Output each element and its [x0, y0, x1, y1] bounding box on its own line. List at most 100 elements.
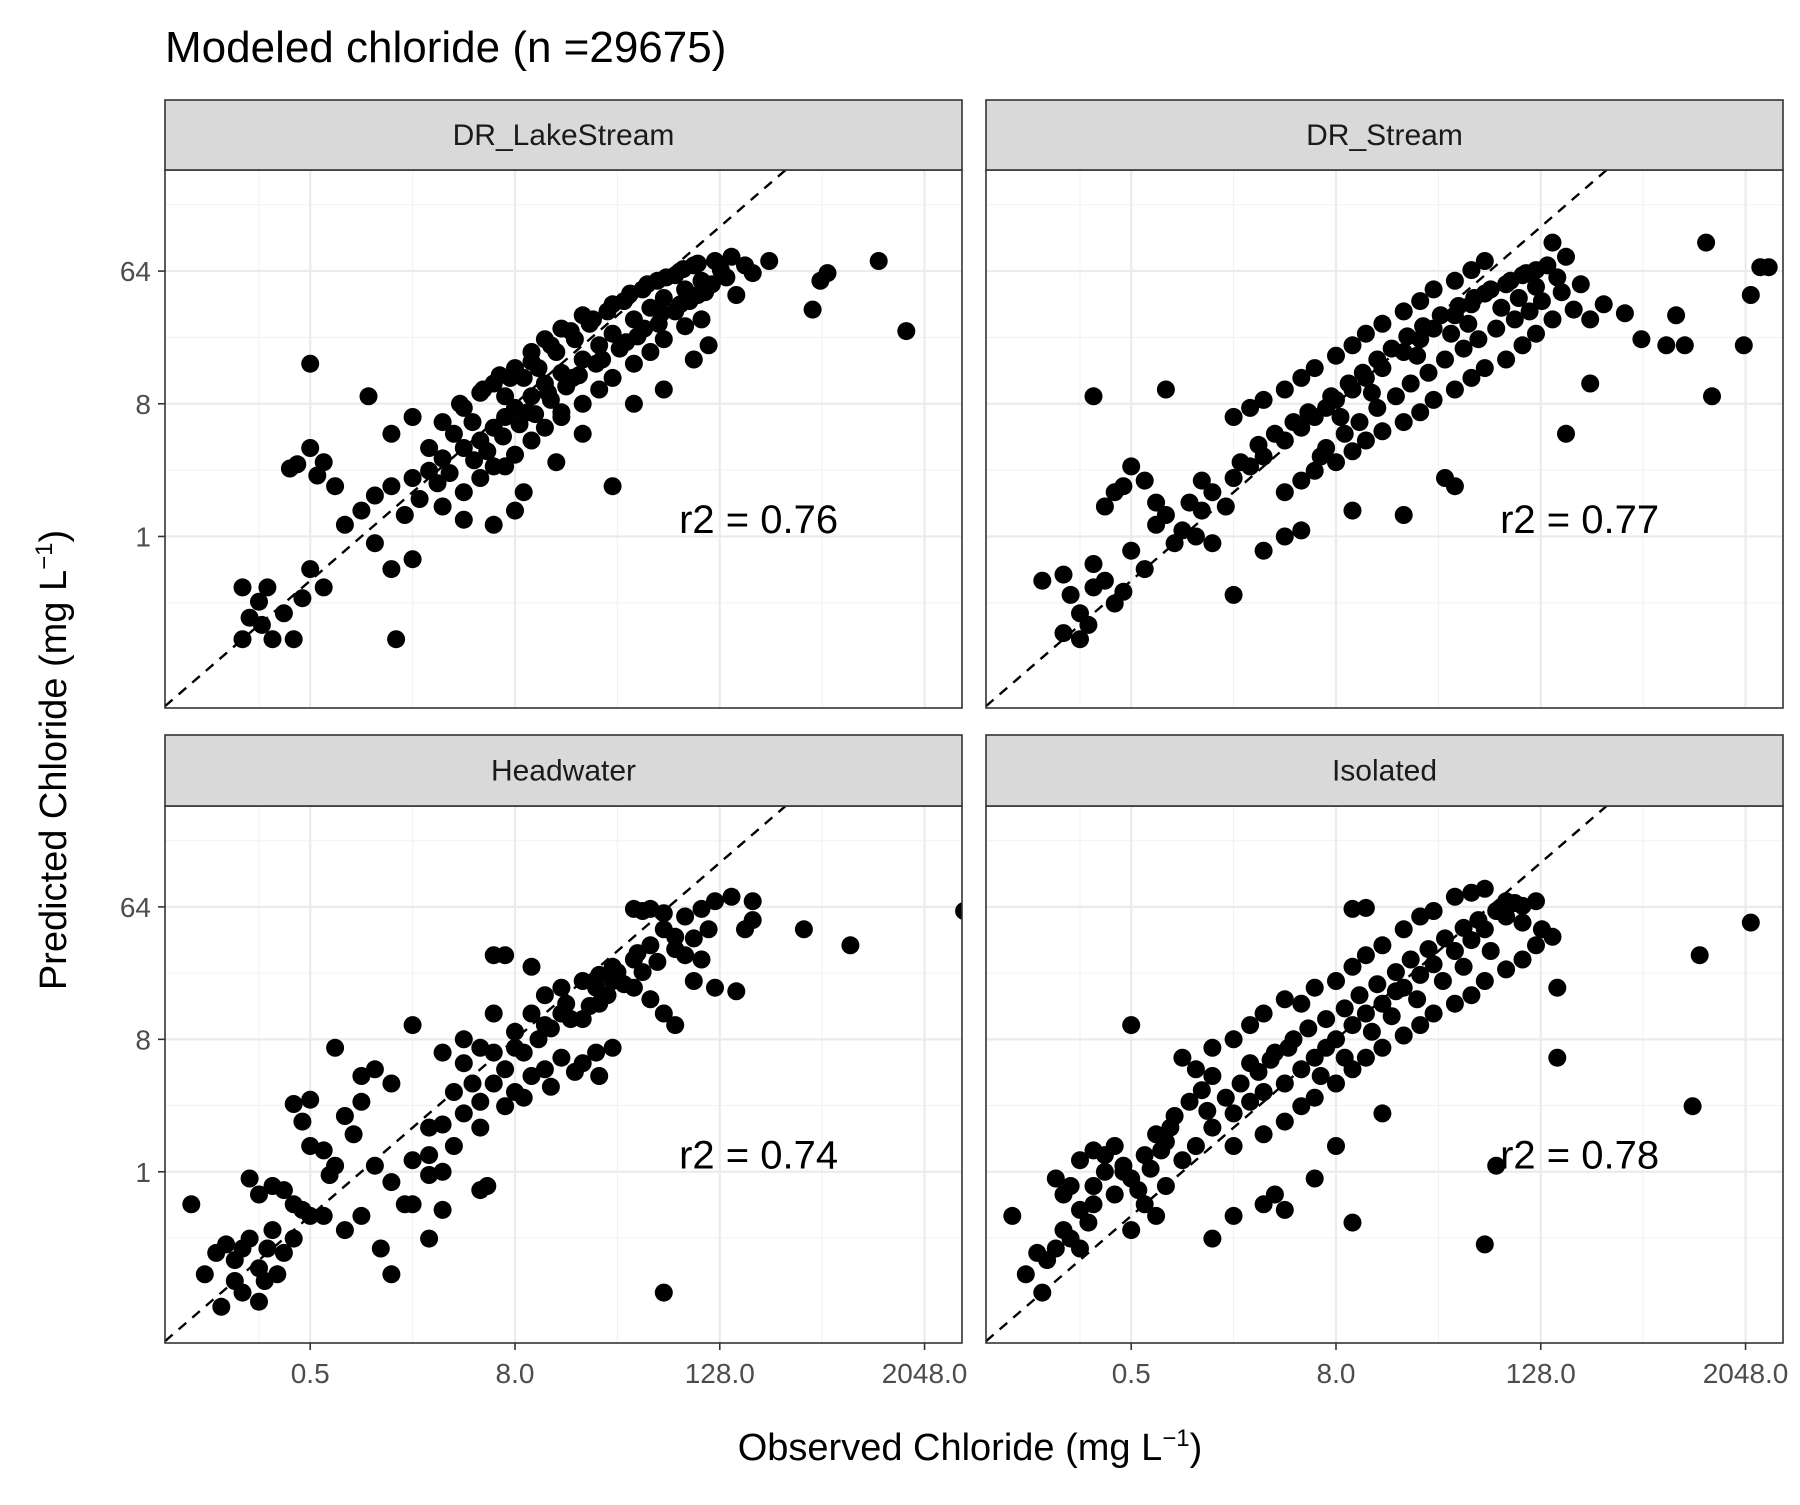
data-point	[335, 1107, 354, 1125]
data-point	[654, 289, 673, 307]
data-point	[1311, 447, 1330, 466]
data-point	[1492, 298, 1511, 317]
data-point	[522, 957, 541, 976]
data-point	[1216, 1088, 1235, 1107]
data-point	[454, 510, 473, 529]
data-point	[1292, 521, 1311, 540]
data-point	[603, 368, 622, 387]
data-point	[1386, 982, 1405, 1001]
data-point	[1095, 497, 1114, 516]
data-point	[565, 1062, 584, 1081]
data-point	[1054, 624, 1073, 643]
data-point	[1198, 1101, 1217, 1120]
x-tick-label: 128.0	[1506, 1358, 1576, 1389]
data-point	[652, 304, 671, 323]
y-tick-label: 64	[120, 256, 151, 287]
data-point	[496, 1060, 515, 1079]
data-point	[1335, 999, 1354, 1018]
data-point	[1475, 879, 1494, 898]
data-point	[1224, 1030, 1243, 1049]
data-point	[1152, 1141, 1171, 1160]
data-point	[1411, 1016, 1430, 1035]
data-point	[590, 336, 609, 355]
data-point	[654, 904, 673, 923]
data-point	[1161, 1118, 1180, 1137]
data-point	[1203, 1067, 1222, 1085]
data-point	[1122, 1221, 1141, 1240]
data-point	[240, 1169, 259, 1188]
data-point	[654, 1004, 673, 1023]
data-point	[506, 501, 524, 520]
data-point	[621, 284, 640, 303]
data-point	[1445, 271, 1464, 290]
data-point	[1135, 1146, 1154, 1165]
data-point	[676, 317, 695, 336]
data-point	[1382, 339, 1401, 358]
data-point	[1224, 1137, 1243, 1155]
data-point	[722, 247, 741, 266]
data-point	[628, 944, 647, 963]
data-point	[1203, 534, 1222, 553]
data-point	[1327, 1030, 1345, 1049]
data-point	[1741, 286, 1760, 304]
data-point	[496, 387, 515, 406]
data-point	[666, 1016, 685, 1035]
data-point	[352, 1092, 371, 1111]
data-point	[539, 383, 557, 402]
facet-strip-label: DR_LakeStream	[453, 119, 675, 152]
data-point	[359, 387, 378, 406]
data-point	[308, 466, 327, 485]
data-point	[666, 940, 685, 959]
data-point	[1517, 264, 1536, 283]
data-point	[1343, 899, 1362, 918]
data-point	[1424, 280, 1443, 299]
data-point	[301, 1206, 320, 1225]
data-point	[522, 1004, 541, 1023]
data-point	[818, 264, 837, 283]
data-point	[1105, 1185, 1124, 1204]
data-point	[1527, 936, 1545, 955]
data-point	[1454, 918, 1473, 937]
data-point	[1275, 990, 1294, 1009]
data-point	[403, 1016, 422, 1035]
data-point	[463, 413, 482, 432]
data-point	[1356, 1048, 1375, 1067]
data-point	[1527, 892, 1545, 911]
data-point	[1327, 972, 1345, 990]
data-point	[584, 310, 602, 329]
data-point	[1249, 1062, 1268, 1081]
data-point	[1734, 336, 1753, 355]
data-point	[463, 1074, 482, 1093]
data-point	[706, 978, 724, 997]
data-point	[1373, 1038, 1392, 1057]
data-point	[1394, 302, 1413, 321]
data-point	[688, 254, 707, 273]
data-point	[301, 439, 320, 457]
data-point	[641, 343, 660, 361]
data-point	[1275, 1112, 1294, 1131]
data-point	[1462, 986, 1481, 1005]
data-point	[1327, 1074, 1345, 1093]
data-point	[420, 1229, 439, 1248]
data-point	[352, 1067, 371, 1085]
panel-dr-lakestream: r2 = 0.76 DR_LakeStream 1 8 64	[120, 99, 963, 709]
data-point	[1173, 1151, 1192, 1170]
data-point	[684, 972, 703, 990]
data-point	[1061, 585, 1080, 604]
points-layer	[1003, 879, 1760, 1302]
data-point	[395, 1195, 414, 1214]
data-point	[699, 336, 718, 355]
data-point	[1299, 1019, 1318, 1038]
data-point	[684, 929, 703, 948]
data-point	[314, 1206, 333, 1225]
data-point	[314, 1141, 333, 1160]
data-point	[301, 1090, 320, 1109]
data-point	[1356, 946, 1375, 965]
data-point	[1339, 374, 1358, 393]
x-tick-label: 0.5	[1112, 1358, 1151, 1389]
data-point	[1343, 501, 1362, 520]
data-point	[580, 997, 599, 1015]
data-point	[1084, 1195, 1103, 1214]
data-point	[743, 264, 762, 283]
